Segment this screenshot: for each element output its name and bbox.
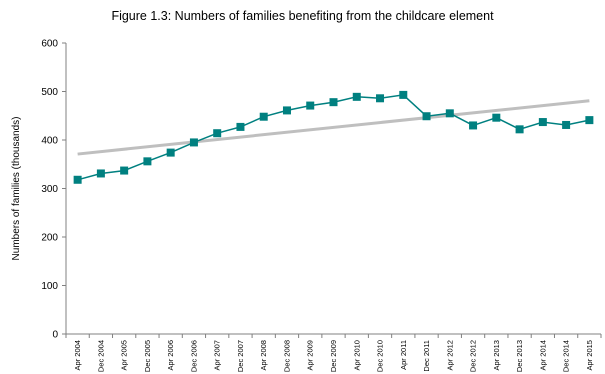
data-point-marker (166, 148, 175, 157)
x-tick-label: Apr 2011 (399, 340, 408, 370)
x-tick-label: Apr 2015 (585, 340, 594, 370)
x-tick-label: Dec 2014 (562, 340, 571, 372)
x-tick-label: Dec 2008 (282, 340, 291, 372)
x-tick-label: Dec 2005 (143, 340, 152, 372)
x-tick-label: Apr 2010 (352, 340, 361, 370)
x-tick-label: Apr 2008 (259, 340, 268, 370)
x-tick-label: Dec 2006 (189, 340, 198, 372)
data-point-marker (492, 113, 501, 122)
x-tick-label: Dec 2012 (469, 340, 478, 372)
x-tick-label: Dec 2010 (376, 340, 385, 372)
trendline (77, 99, 590, 156)
data-point-marker (213, 129, 222, 138)
y-tick-label: 600 (41, 39, 58, 50)
data-point-marker (469, 121, 478, 130)
x-tick-label: Apr 2014 (538, 340, 547, 370)
x-tick-label: Apr 2012 (445, 340, 454, 370)
data-point-marker (189, 138, 198, 147)
y-tick-label: 200 (41, 233, 58, 244)
y-tick-label: 0 (52, 330, 58, 341)
data-point-marker (259, 112, 268, 121)
y-axis-label: Numbers of families (thousands) (11, 117, 22, 261)
y-tick-label: 300 (41, 184, 58, 195)
data-point-marker (236, 122, 245, 131)
x-tick-label: Dec 2009 (329, 340, 338, 372)
data-point-marker (282, 106, 291, 115)
x-axis-ticks: Apr 2004 Dec 2004 Apr 2005 Dec 2005 Apr 2006… (65, 334, 602, 372)
data-point-marker (445, 109, 454, 118)
data-point-marker (399, 90, 408, 99)
x-tick-label: Apr 2007 (213, 340, 222, 370)
y-tick-label: 500 (41, 87, 58, 98)
data-point-marker (422, 112, 431, 121)
x-tick-label: Apr 2004 (73, 340, 82, 370)
x-tick-label: Apr 2005 (120, 340, 129, 370)
data-point-marker (562, 120, 571, 129)
data-point-marker (376, 94, 385, 103)
data-point-marker (352, 92, 361, 101)
series-group (73, 90, 594, 184)
y-axis-ticks: 0 100 200 300 400 500 600 (41, 39, 66, 341)
x-tick-label: Dec 2011 (422, 340, 431, 372)
data-point-marker (120, 166, 129, 175)
data-point-marker (585, 116, 594, 125)
x-tick-label: Apr 2013 (492, 340, 501, 370)
chart-title: Figure 1.3: Numbers of families benefiti… (111, 9, 494, 23)
data-point-marker (329, 98, 338, 107)
data-point-marker (143, 157, 152, 166)
x-tick-label: Dec 2004 (96, 340, 105, 372)
data-point-marker (515, 125, 524, 134)
data-point-marker (73, 175, 82, 184)
data-point-marker (306, 101, 315, 110)
data-point-marker (96, 169, 105, 178)
y-tick-label: 100 (41, 281, 58, 292)
x-tick-label: Apr 2006 (166, 340, 175, 370)
x-tick-label: Apr 2009 (306, 340, 315, 370)
trendline-group (77, 99, 590, 156)
data-point-marker (538, 118, 547, 127)
x-tick-label: Dec 2007 (236, 340, 245, 372)
y-tick-label: 400 (41, 136, 58, 147)
x-tick-label: Dec 2013 (515, 340, 524, 372)
